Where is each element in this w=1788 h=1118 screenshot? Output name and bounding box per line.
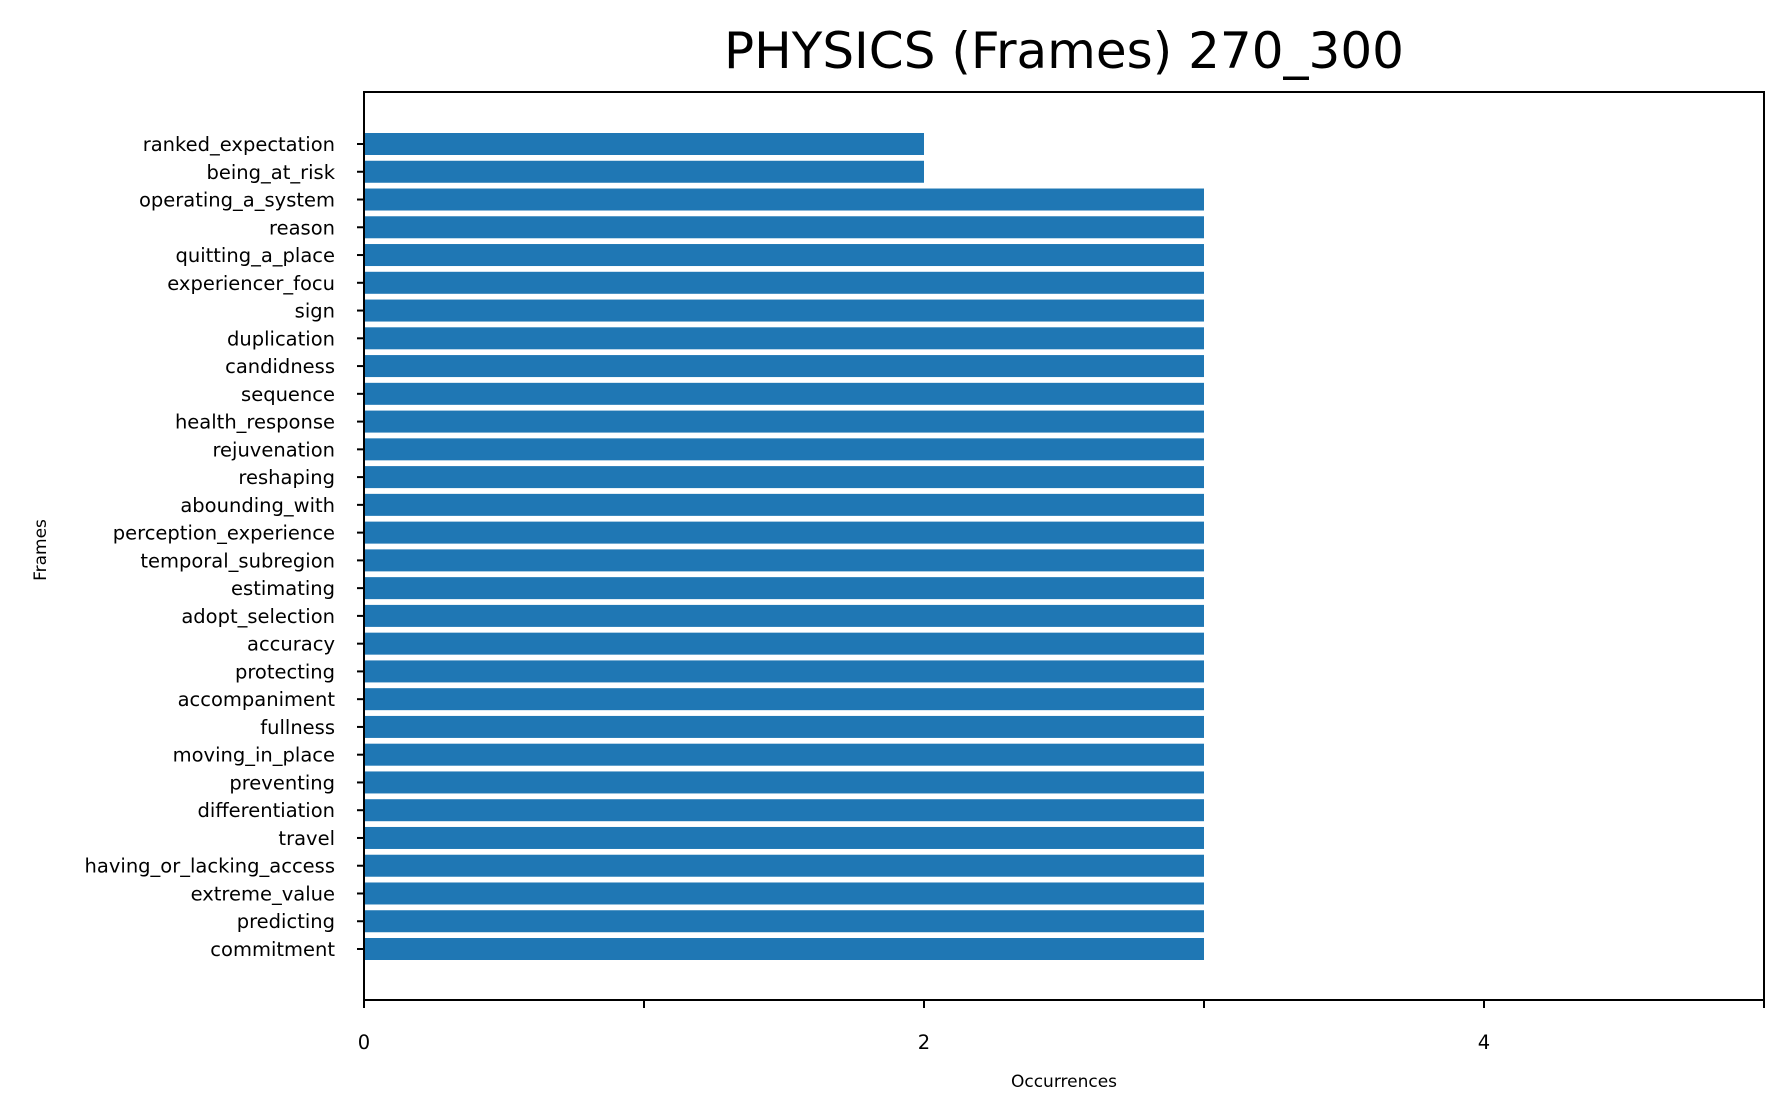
x-axis-label: Occurrences — [1011, 1072, 1117, 1092]
bar-commitment — [364, 938, 1204, 960]
y-tick-label: fullness — [260, 716, 335, 739]
y-axis-label: Frames — [31, 519, 51, 581]
y-tick-label: estimating — [231, 577, 335, 600]
bar-preventing — [364, 771, 1204, 794]
y-tick-label: duplication — [227, 327, 335, 350]
bars-group — [364, 133, 1204, 960]
bar-having_or_lacking_access — [364, 854, 1204, 877]
y-axis-ticks: ranked_expectation being_at_risk operating… — [85, 133, 364, 961]
bar-ranked_expectation — [364, 133, 924, 155]
y-tick-label: moving_in_place — [173, 744, 335, 767]
bar-operating_a_system — [364, 188, 1204, 211]
bar-protecting — [364, 660, 1204, 683]
bar-accuracy — [364, 632, 1204, 655]
bar-estimating — [364, 577, 1204, 600]
y-tick-label: accuracy — [247, 633, 335, 656]
y-tick-label: extreme_value — [191, 882, 335, 905]
bar-moving_in_place — [364, 743, 1204, 766]
bar-adopt_selection — [364, 604, 1204, 627]
bar-differentiation — [364, 799, 1204, 822]
y-tick-label: quitting_a_place — [175, 244, 335, 267]
y-tick-label: reshaping — [238, 466, 335, 489]
y-tick-label: experiencer_focu — [167, 272, 335, 295]
bar-quitting_a_place — [364, 244, 1204, 267]
bar-predicting — [364, 910, 1204, 933]
y-tick-label: temporal_subregion — [140, 549, 335, 572]
bar-candidness — [364, 355, 1204, 378]
bar-extreme_value — [364, 882, 1204, 905]
y-tick-label: travel — [278, 827, 335, 850]
x-tick-label: 0 — [358, 1031, 370, 1054]
plot-frame — [363, 91, 1765, 1001]
x-axis-ticks: 0 2 4 — [358, 1000, 1765, 1054]
chart-title: PHYSICS (Frames) 270_300 — [724, 22, 1404, 80]
y-tick-label: reason — [269, 216, 335, 239]
bar-perception_experience — [364, 521, 1204, 544]
y-tick-label: ranked_expectation — [143, 133, 335, 156]
y-tick-label: perception_experience — [113, 522, 335, 545]
y-tick-label: preventing — [229, 771, 335, 794]
bar-accompaniment — [364, 688, 1204, 711]
bar-abounding_with — [364, 493, 1204, 516]
y-tick-label: rejuvenation — [212, 438, 335, 461]
y-tick-label: protecting — [235, 660, 335, 683]
y-tick-label: predicting — [237, 910, 335, 933]
y-tick-label: differentiation — [197, 799, 335, 822]
y-tick-label: commitment — [210, 938, 335, 961]
bar-being_at_risk — [364, 160, 924, 183]
bar-travel — [364, 826, 1204, 849]
y-tick-label: candidness — [225, 355, 335, 378]
bar-temporal_subregion — [364, 549, 1204, 572]
bar-reason — [364, 216, 1204, 239]
y-tick-label: adopt_selection — [181, 605, 335, 628]
y-tick-label: health_response — [175, 411, 335, 434]
x-tick-label: 2 — [918, 1031, 930, 1054]
bar-reshaping — [364, 466, 1204, 489]
bar-sign — [364, 299, 1204, 322]
x-tick-label: 4 — [1478, 1031, 1490, 1054]
y-tick-label: sign — [295, 300, 335, 323]
y-tick-label: operating_a_system — [139, 189, 335, 212]
bar-experiencer_focu — [364, 271, 1204, 294]
y-tick-label: having_or_lacking_access — [85, 855, 335, 878]
y-tick-label: being_at_risk — [206, 161, 335, 184]
bar-sequence — [364, 382, 1204, 405]
y-tick-label: abounding_with — [180, 494, 335, 517]
y-tick-label: accompaniment — [178, 688, 336, 711]
bar-rejuvenation — [364, 438, 1204, 461]
bar-duplication — [364, 327, 1204, 350]
bar-fullness — [364, 715, 1204, 738]
bar-health_response — [364, 410, 1204, 433]
y-tick-label: sequence — [241, 383, 335, 406]
